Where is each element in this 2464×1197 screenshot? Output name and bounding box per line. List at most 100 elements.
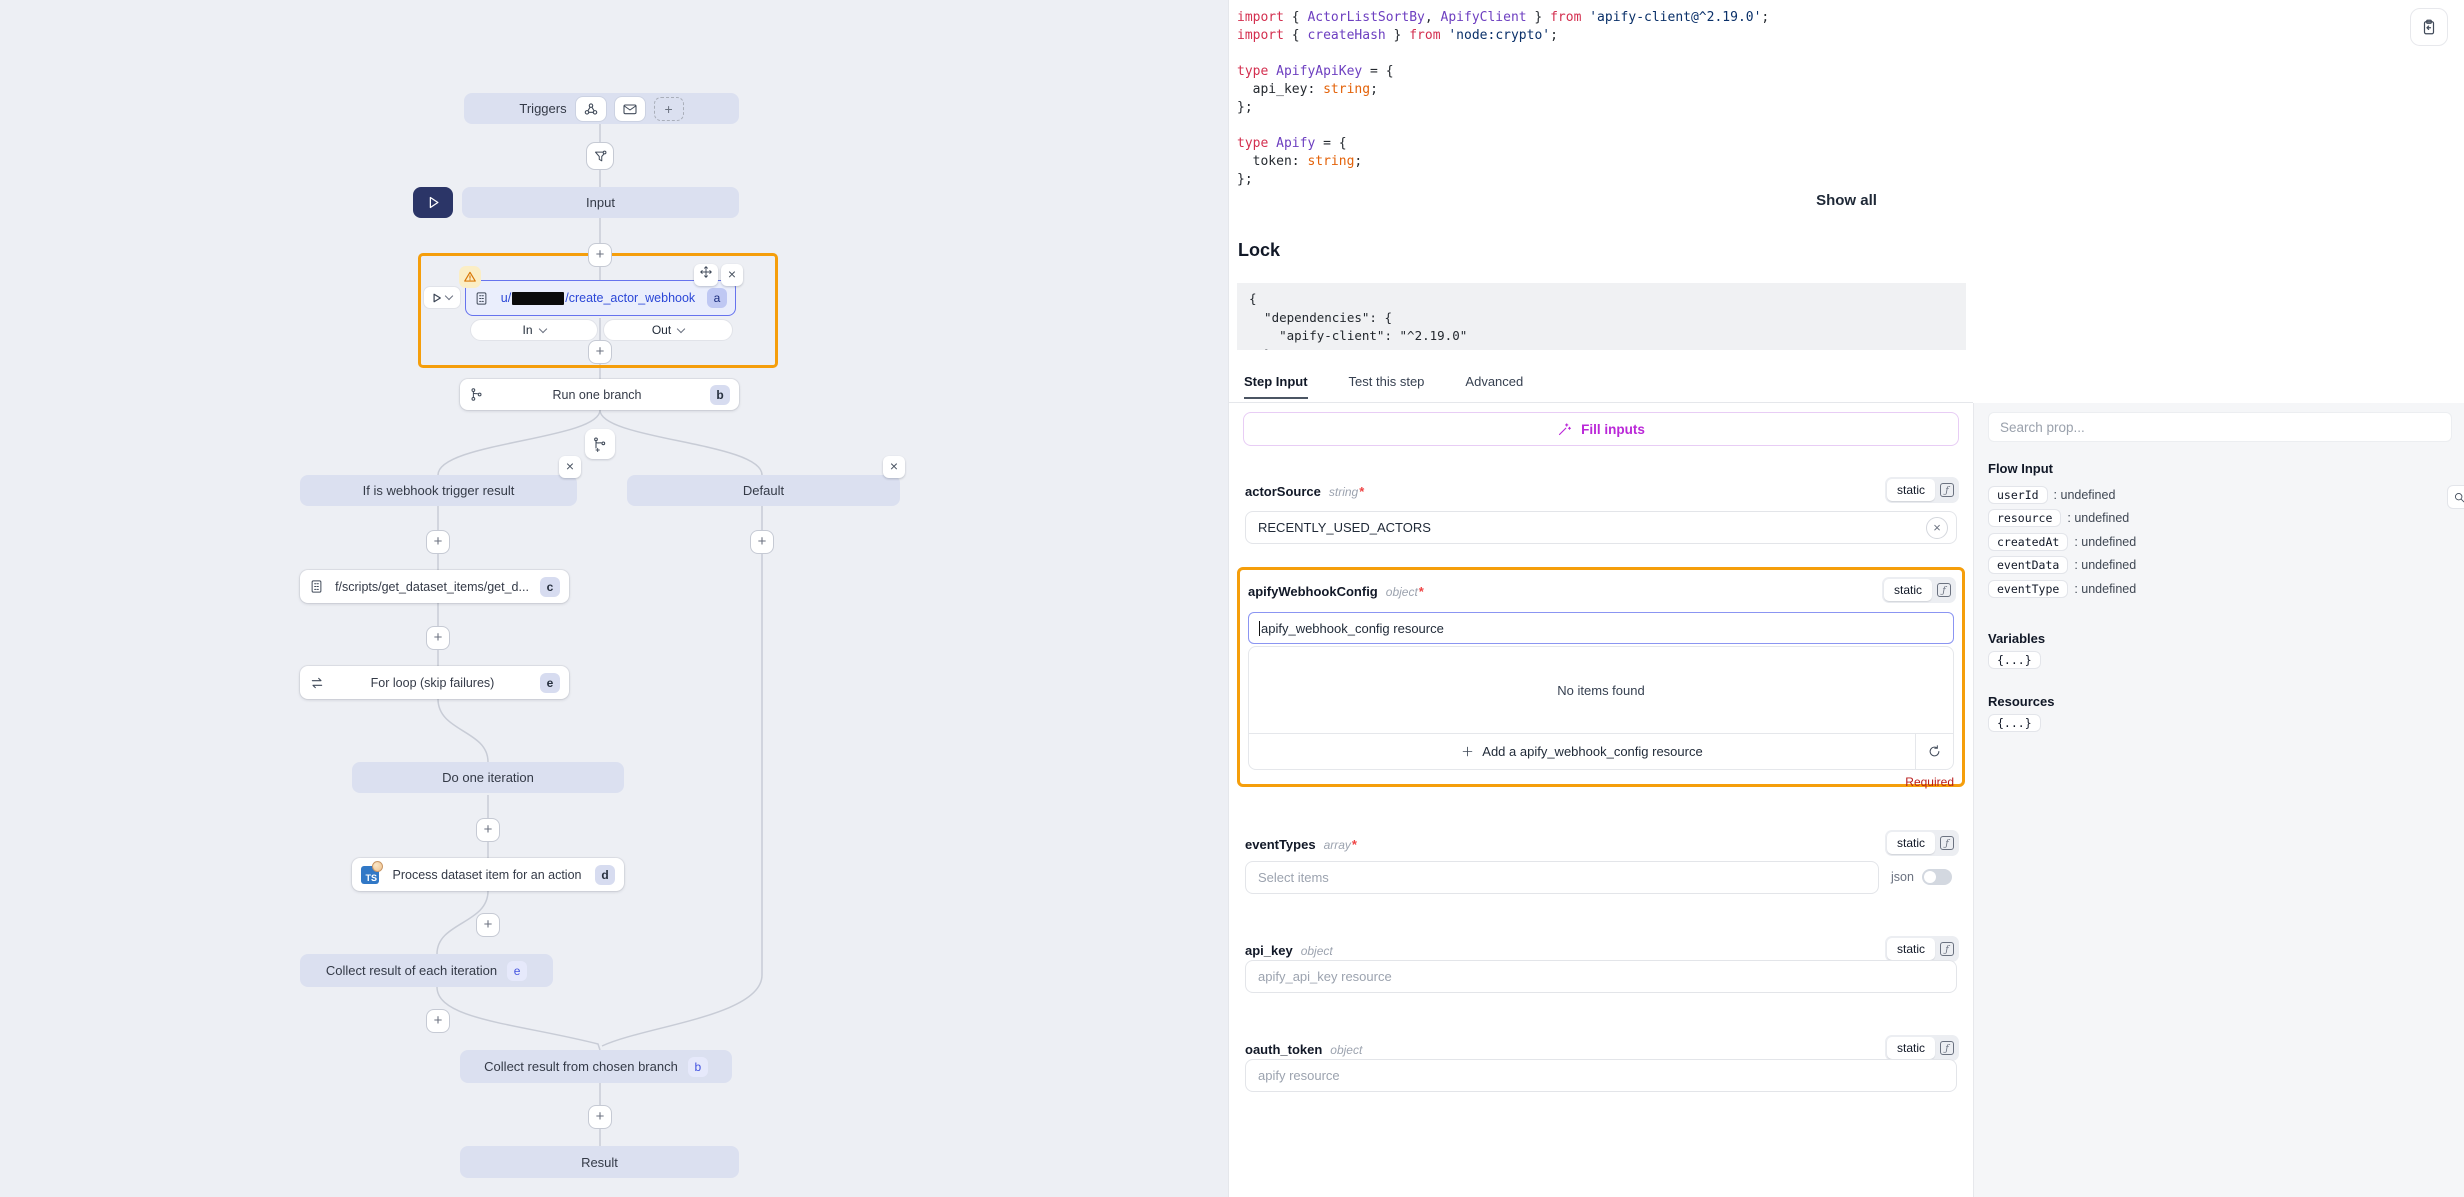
refresh-resources-button[interactable] xyxy=(1915,734,1953,769)
tab-step-input[interactable]: Step Input xyxy=(1244,374,1308,399)
json-switch[interactable] xyxy=(1921,869,1952,885)
resources-pill[interactable]: {...} xyxy=(1988,714,2041,732)
flow-input-row[interactable]: createdAt : undefined xyxy=(1988,530,2136,554)
add-branch-button[interactable] xyxy=(585,429,615,459)
insert-step-button[interactable]: + xyxy=(588,340,612,364)
search-icon[interactable] xyxy=(2447,485,2464,509)
input-mode-toggle[interactable]: static ƒ xyxy=(1884,936,1959,962)
step-id-badge: b xyxy=(687,1056,708,1077)
lock-file-block: { "dependencies": { "apify-client": "^2.… xyxy=(1237,283,1966,350)
branch-default-node[interactable]: Default xyxy=(627,475,900,506)
javascript-mode-icon[interactable]: ƒ xyxy=(1937,1037,1957,1059)
step-out-dropdown[interactable]: Out xyxy=(603,319,733,341)
play-icon xyxy=(433,293,441,302)
tab-advanced[interactable]: Advanced xyxy=(1465,374,1524,389)
search-prop-input[interactable]: Search prop... xyxy=(1988,412,2452,442)
api_key-resource-input[interactable]: apify_api_key resource xyxy=(1245,960,1957,993)
variables-pill[interactable]: {...} xyxy=(1988,651,2041,669)
static-mode-option[interactable]: static xyxy=(1886,479,1935,501)
javascript-mode-icon[interactable]: ƒ xyxy=(1937,832,1957,854)
result-node[interactable]: Result xyxy=(460,1146,739,1178)
actorSource-input[interactable]: RECENTLY_USED_ACTORS × xyxy=(1245,511,1957,544)
apifyWebhookConfig-resource-input[interactable]: apify_webhook_config resource xyxy=(1248,612,1954,644)
lock-lines: { "dependencies": { "apify-client": "^2.… xyxy=(1249,291,1468,350)
collect-branch-node[interactable]: Collect result from chosen branch b xyxy=(460,1050,732,1083)
redacted-text xyxy=(512,291,565,305)
delete-branch-button[interactable]: × xyxy=(559,456,581,478)
input-node[interactable]: Input xyxy=(462,187,739,218)
variables-title: Variables xyxy=(1988,631,2046,646)
tab-test-this-step[interactable]: Test this step xyxy=(1348,374,1425,389)
text-cursor xyxy=(1259,620,1260,636)
insert-step-button[interactable]: + xyxy=(588,1105,612,1129)
static-mode-option[interactable]: static xyxy=(1886,938,1935,960)
get-dataset-step-node[interactable]: f/scripts/get_dataset_items/get_d... c xyxy=(300,570,569,603)
flow-canvas[interactable]: Triggers + Input + × xyxy=(0,0,1228,1197)
copy-clipboard-button[interactable] xyxy=(2410,8,2448,46)
triggers-node[interactable]: Triggers + xyxy=(464,93,739,124)
email-trigger-icon[interactable] xyxy=(614,96,645,121)
insert-step-button[interactable]: + xyxy=(426,626,450,650)
delete-step-button[interactable]: × xyxy=(721,264,743,286)
insert-step-button[interactable]: + xyxy=(426,1009,450,1033)
input-mode-toggle[interactable]: static ƒ xyxy=(1884,830,1959,856)
delete-branch-button[interactable]: × xyxy=(883,456,905,478)
show-all-button[interactable]: Show all xyxy=(1816,192,1877,209)
insert-step-button[interactable]: + xyxy=(476,913,500,937)
resource-dropdown: No items found Add a apify_webhook_confi… xyxy=(1248,646,1954,770)
run-one-branch-node[interactable]: Run one branch b xyxy=(460,379,739,410)
step-id-badge: b xyxy=(710,384,730,405)
for-loop-label: For loop (skip failures) xyxy=(370,675,495,690)
chevron-down-icon xyxy=(444,291,454,301)
run-flow-button[interactable] xyxy=(413,187,453,218)
input-mode-toggle[interactable]: static ƒ xyxy=(1881,577,1956,603)
flow-input-row[interactable]: eventData : undefined xyxy=(1988,554,2136,578)
clear-value-button[interactable]: × xyxy=(1926,516,1948,539)
oauth_token-resource-input[interactable]: apify resource xyxy=(1245,1059,1957,1092)
code-editor[interactable]: import { ActorListSortBy, ApifyClient } … xyxy=(1237,9,1769,189)
flow-input-row[interactable]: eventType : undefined xyxy=(1988,577,2136,601)
move-step-handle[interactable] xyxy=(694,264,718,286)
webhook-icon[interactable] xyxy=(575,96,606,121)
input-mode-toggle[interactable]: static ƒ xyxy=(1884,1035,1959,1061)
static-mode-option[interactable]: static xyxy=(1883,579,1932,601)
static-mode-option[interactable]: static xyxy=(1886,832,1935,854)
collect-iteration-node[interactable]: Collect result of each iteration e xyxy=(300,954,553,987)
step-in-dropdown[interactable]: In xyxy=(470,319,598,341)
javascript-mode-icon[interactable]: ƒ xyxy=(1934,579,1954,601)
branch-default-label: Default xyxy=(742,483,785,498)
fill-inputs-button[interactable]: Fill inputs xyxy=(1243,412,1959,446)
field-label-eventTypes: eventTypes array xyxy=(1245,837,1357,852)
webhook-step-path: u/ /create_actor_webhook xyxy=(500,291,696,305)
insert-step-button[interactable]: + xyxy=(476,818,500,842)
field-label-actorSource: actorSource string xyxy=(1245,484,1364,499)
result-label: Result xyxy=(581,1154,618,1170)
eventTypes-select[interactable]: Select items xyxy=(1245,861,1879,894)
field-label-apifyWebhookConfig: apifyWebhookConfig object xyxy=(1248,584,1424,599)
javascript-mode-icon[interactable]: ƒ xyxy=(1937,938,1957,960)
insert-step-button[interactable]: + xyxy=(426,530,450,554)
do-one-iteration-node[interactable]: Do one iteration xyxy=(352,762,624,793)
javascript-mode-icon[interactable]: ƒ xyxy=(1937,479,1957,501)
flow-input-row[interactable]: resource : undefined xyxy=(1988,507,2136,531)
script-icon xyxy=(311,580,322,593)
loop-icon xyxy=(311,677,323,688)
json-toggle[interactable]: json xyxy=(1891,869,1952,885)
resources-title: Resources xyxy=(1988,694,2055,709)
collect-iteration-label: Collect result of each iteration xyxy=(325,963,498,978)
static-mode-option[interactable]: static xyxy=(1886,1037,1935,1059)
input-mode-toggle[interactable]: static ƒ xyxy=(1884,477,1959,503)
for-loop-node[interactable]: For loop (skip failures) e xyxy=(300,666,569,699)
branch-if-node[interactable]: If is webhook trigger result xyxy=(300,475,577,506)
filter-icon[interactable] xyxy=(586,142,614,170)
insert-step-button[interactable]: + xyxy=(588,243,612,267)
process-item-step-node[interactable]: TS Process dataset item for an action d xyxy=(352,858,624,891)
insert-step-button[interactable]: + xyxy=(750,530,774,554)
add-resource-button[interactable]: Add a apify_webhook_config resource xyxy=(1249,734,1915,769)
run-step-controls[interactable] xyxy=(423,286,461,309)
webhook-step-node[interactable]: u/ /create_actor_webhook a xyxy=(465,280,736,316)
flow-input-title: Flow Input xyxy=(1988,461,2053,476)
add-trigger-button[interactable]: + xyxy=(653,96,684,121)
flow-input-row[interactable]: userId : undefined xyxy=(1988,483,2136,507)
